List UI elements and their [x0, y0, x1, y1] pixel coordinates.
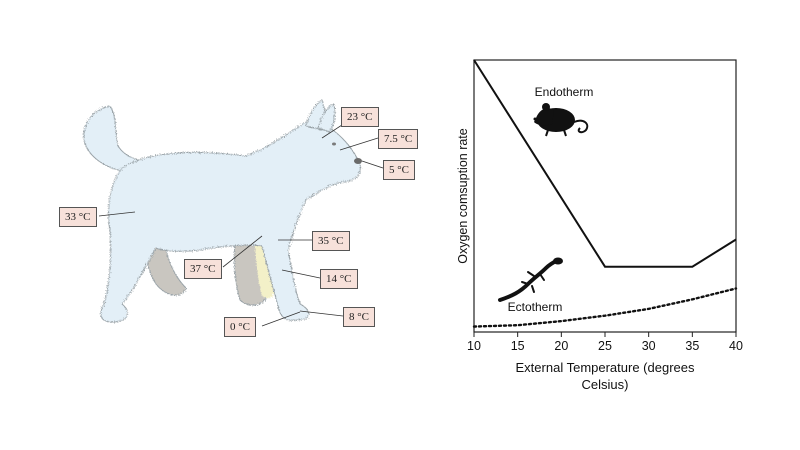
wolf-nose — [354, 158, 362, 164]
temp-label-muzzle: 7.5 °C — [378, 129, 419, 149]
series-line-endotherm — [473, 59, 737, 268]
temp-label-foot: 8 °C — [343, 307, 375, 327]
wolf-illustration — [83, 99, 384, 327]
mouse-icon — [533, 103, 589, 137]
temp-label-nose: 5 °C — [383, 160, 415, 180]
lizard-icon — [498, 257, 563, 302]
wolf-diagram: 23 °C 7.5 °C 5 °C 33 °C 35 °C 37 °C 14 °… — [59, 99, 419, 337]
x-tick-label: 25 — [598, 339, 612, 353]
oxygen-chart: 10 15 20 25 30 35 40 Oxygen comsuption rate Ex… — [440, 40, 790, 410]
y-axis-label: Oxygen comsuption rate — [456, 128, 470, 264]
series-label-endotherm: Endotherm — [535, 85, 594, 99]
wolf-tail — [83, 105, 148, 173]
chart-canvas: 10 15 20 25 30 35 40 Oxygen comsuption rate Ex… — [456, 59, 743, 392]
x-tick-label: 15 — [511, 339, 525, 353]
warm-leg-patch — [255, 244, 274, 299]
x-axis-label-line-1: External Temperature (degrees — [516, 360, 695, 375]
wolf-eye — [332, 142, 336, 146]
temp-label-body: 33 °C — [59, 207, 97, 227]
series-line-ectotherm — [472, 287, 738, 328]
series-label-ectotherm: Ectotherm — [508, 300, 563, 314]
x-axis-label-line-2: Celsius) — [582, 377, 629, 392]
x-tick-label: 40 — [729, 339, 743, 353]
x-tick-label: 30 — [642, 339, 656, 353]
plot-frame — [473, 59, 737, 333]
x-tick-label: 20 — [554, 339, 568, 353]
temp-label-core: 37 °C — [184, 259, 222, 279]
temp-label-ear: 23 °C — [341, 107, 379, 127]
temp-label-shoulder: 35 °C — [312, 231, 350, 251]
temp-label-paw: 0 °C — [224, 317, 256, 337]
series-layer — [472, 59, 738, 328]
x-tick-label: 35 — [685, 339, 699, 353]
wolf-body — [100, 117, 362, 323]
temp-label-lower-leg: 14 °C — [320, 269, 358, 289]
x-axis-ticks: 10 15 20 25 30 35 40 — [467, 332, 743, 353]
leader-lines — [98, 124, 384, 327]
x-tick-label: 10 — [467, 339, 481, 353]
